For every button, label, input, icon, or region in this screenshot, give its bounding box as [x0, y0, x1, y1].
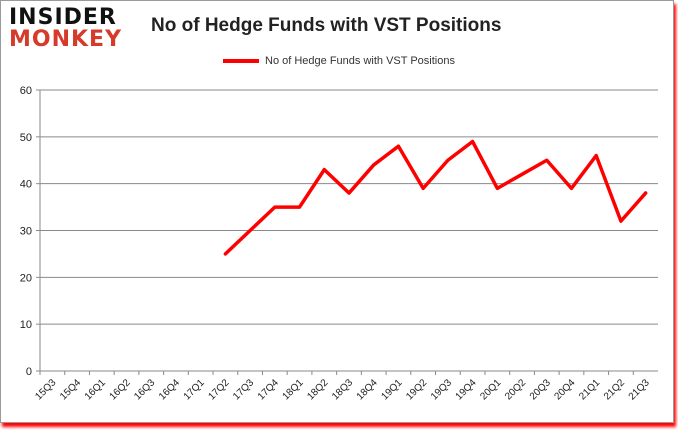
x-tick-label: 16Q1 [83, 377, 108, 402]
x-tick-label: 20Q1 [478, 377, 503, 402]
y-tick-label: 40 [20, 179, 32, 191]
legend-label: No of Hedge Funds with VST Positions [265, 55, 455, 67]
x-tick-label: 16Q3 [132, 377, 157, 402]
insider-monkey-logo: INSIDER MONKEY [9, 7, 122, 51]
x-tick-label: 17Q3 [231, 377, 256, 402]
data-point [273, 205, 277, 209]
y-tick-label: 20 [20, 272, 32, 284]
data-point [396, 144, 400, 148]
data-point [446, 158, 450, 162]
x-tick-label: 15Q4 [58, 377, 83, 402]
y-tick-label: 10 [20, 319, 32, 331]
x-tick-label: 21Q3 [627, 377, 652, 402]
data-point [569, 186, 573, 190]
data-point [495, 186, 499, 190]
data-point [520, 172, 524, 176]
x-tick-label: 19Q2 [404, 377, 429, 402]
x-tick-label: 20Q2 [503, 377, 528, 402]
logo-line2: MONKEY [9, 27, 123, 52]
x-tick-label: 20Q4 [553, 377, 578, 402]
data-point [619, 219, 623, 223]
x-tick-label: 18Q4 [355, 377, 380, 402]
x-tick-label: 17Q2 [206, 377, 231, 402]
data-point [248, 229, 252, 232]
data-point [223, 252, 227, 256]
series-line [223, 139, 648, 256]
data-point [471, 140, 475, 144]
x-tick-label: 21Q1 [577, 377, 602, 402]
logo-line1: INSIDER [9, 5, 117, 30]
data-point [347, 191, 351, 195]
data-point [545, 158, 549, 162]
y-tick-label: 0 [26, 366, 32, 378]
x-tick-label: 19Q4 [454, 377, 479, 402]
legend-swatch [223, 59, 259, 63]
data-point [644, 191, 648, 195]
data-point [421, 186, 425, 190]
data-point [372, 163, 376, 167]
x-tick-label: 20Q3 [528, 377, 553, 402]
data-point [322, 168, 326, 172]
x-tick-label: 18Q1 [281, 377, 306, 402]
x-tick-label: 18Q3 [330, 377, 355, 402]
y-tick-label: 60 [20, 85, 32, 97]
data-point [298, 205, 302, 209]
data-point [594, 154, 598, 158]
x-tick-label: 21Q2 [602, 377, 627, 402]
y-tick-label: 30 [20, 226, 32, 238]
x-tick-label: 17Q4 [256, 377, 281, 402]
legend: No of Hedge Funds with VST Positions [223, 55, 455, 67]
x-tick-label: 16Q2 [108, 377, 133, 402]
x-tick-label: 16Q4 [157, 377, 182, 402]
chart-frame: INSIDER MONKEY No of Hedge Funds with VS… [0, 0, 674, 423]
x-tick-label: 15Q3 [33, 377, 58, 402]
chart-title: No of Hedge Funds with VST Positions [151, 15, 502, 36]
x-tick-label: 17Q1 [182, 377, 207, 402]
x-tick-label: 18Q2 [305, 377, 330, 402]
x-tick-label: 19Q1 [379, 377, 404, 402]
x-tick-label: 19Q3 [429, 377, 454, 402]
y-tick-label: 50 [20, 132, 32, 144]
